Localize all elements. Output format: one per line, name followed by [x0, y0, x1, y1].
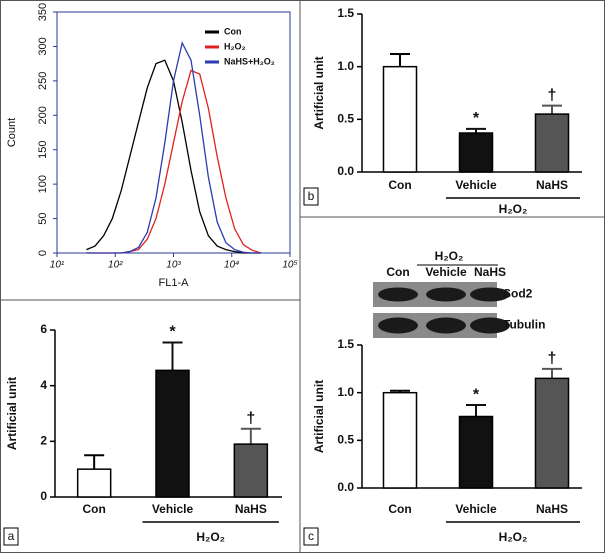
- y-tick-label: 200: [37, 106, 49, 124]
- blot-band: [470, 287, 510, 302]
- group-label: H₂O₂: [196, 530, 225, 544]
- group-label: H₂O₂: [499, 530, 528, 544]
- y-tick-label: 2: [40, 434, 47, 448]
- x-tick-label: 10²: [108, 260, 123, 271]
- y-tick-label: 150: [37, 141, 49, 159]
- blot-lane: NaHS: [474, 265, 506, 279]
- blot-lane: Con: [386, 265, 409, 279]
- y-tick-label: 0.0: [337, 480, 354, 494]
- series-line: [86, 41, 261, 254]
- plot-frame: [56, 11, 291, 254]
- panel-letter: a: [8, 529, 15, 543]
- y-tick-label: 0.5: [337, 112, 354, 126]
- y-tick-label: 100: [37, 175, 49, 193]
- y-tick-label: 350: [37, 3, 49, 21]
- bar: [382, 391, 418, 489]
- blot-band: [378, 287, 418, 302]
- y-tick-label: 1.0: [337, 385, 354, 399]
- bar: [458, 415, 494, 489]
- y-tick-label: 1.5: [337, 6, 354, 20]
- x-tick-label: NaHS: [536, 178, 568, 192]
- x-tick-label: Con: [83, 502, 106, 516]
- blot-lane: Vehicle: [425, 265, 467, 279]
- x-tick-label: NaHS: [235, 502, 267, 516]
- bar: [458, 132, 494, 173]
- legend-label: Con: [224, 26, 242, 36]
- y-tick-label: 0: [40, 489, 47, 503]
- blot-row-label: Tubulin: [503, 318, 545, 332]
- panel-letter-box: [303, 187, 319, 206]
- x-tick-label: Vehicle: [455, 502, 497, 516]
- y-tick-label: 4: [40, 378, 47, 392]
- bar: [233, 443, 269, 498]
- histogram: 0 50 100 150 200 250 300 350 10¹ 10² 10³ 10⁴ 10⁵ FL1-…: [6, 3, 298, 289]
- x-tick-label: 10³: [166, 260, 181, 271]
- blot-band: [426, 317, 466, 334]
- y-tick-label: 6: [40, 322, 47, 336]
- bar: [155, 369, 190, 498]
- y-axis-label: Count: [6, 118, 18, 147]
- blot-group: H₂O₂: [435, 249, 464, 263]
- x-tick-label: Vehicle: [455, 178, 497, 192]
- series-line: [86, 69, 262, 254]
- blot-band: [426, 287, 466, 302]
- x-tick-label: 10¹: [50, 260, 65, 271]
- y-axis-label: Artificial unit: [5, 377, 19, 450]
- bar-annotation: †: [246, 410, 255, 427]
- blot-row-label: Sod2: [503, 287, 533, 301]
- y-tick-label: 0.0: [337, 164, 354, 178]
- panel-letter-box: [303, 527, 319, 546]
- legend-label: H₂O₂: [224, 41, 246, 51]
- bar-annotation: *: [473, 386, 480, 403]
- y-axis-label: Artificial unit: [312, 380, 326, 453]
- x-tick-label: Vehicle: [152, 502, 194, 516]
- bar: [382, 65, 418, 173]
- x-axis-label: FL1-A: [159, 277, 190, 289]
- y-tick-label: 1.5: [337, 337, 354, 351]
- x-tick-label: 10⁴: [224, 260, 239, 271]
- bar: [534, 113, 570, 173]
- x-tick-label: NaHS: [536, 502, 568, 516]
- series-line: [86, 59, 261, 254]
- group-label: H₂O₂: [499, 202, 528, 216]
- y-tick-label: 0: [37, 250, 49, 256]
- y-tick-label: 1.0: [337, 59, 354, 73]
- x-tick-label: 10⁵: [282, 260, 297, 271]
- bar-annotation: *: [169, 324, 176, 341]
- panel-letter: c: [308, 529, 314, 543]
- bar: [76, 468, 112, 498]
- blot-band: [470, 317, 510, 334]
- bar-annotation: †: [548, 87, 557, 104]
- bar: [534, 377, 570, 489]
- y-tick-label: 300: [37, 37, 49, 55]
- y-tick-label: 50: [37, 212, 49, 224]
- x-tick-label: Con: [388, 178, 411, 192]
- y-tick-label: 250: [37, 72, 49, 90]
- panel-letter: b: [308, 189, 315, 203]
- bar-annotation: †: [548, 350, 557, 367]
- bar-annotation: *: [473, 110, 480, 127]
- y-axis-label: Artificial unit: [312, 56, 326, 129]
- x-tick-label: Con: [388, 502, 411, 516]
- legend-label: NaHS+H₂O₂: [224, 56, 275, 66]
- panel-letter-box: [3, 527, 19, 546]
- blot-band: [378, 317, 418, 334]
- y-tick-label: 0.5: [337, 433, 354, 447]
